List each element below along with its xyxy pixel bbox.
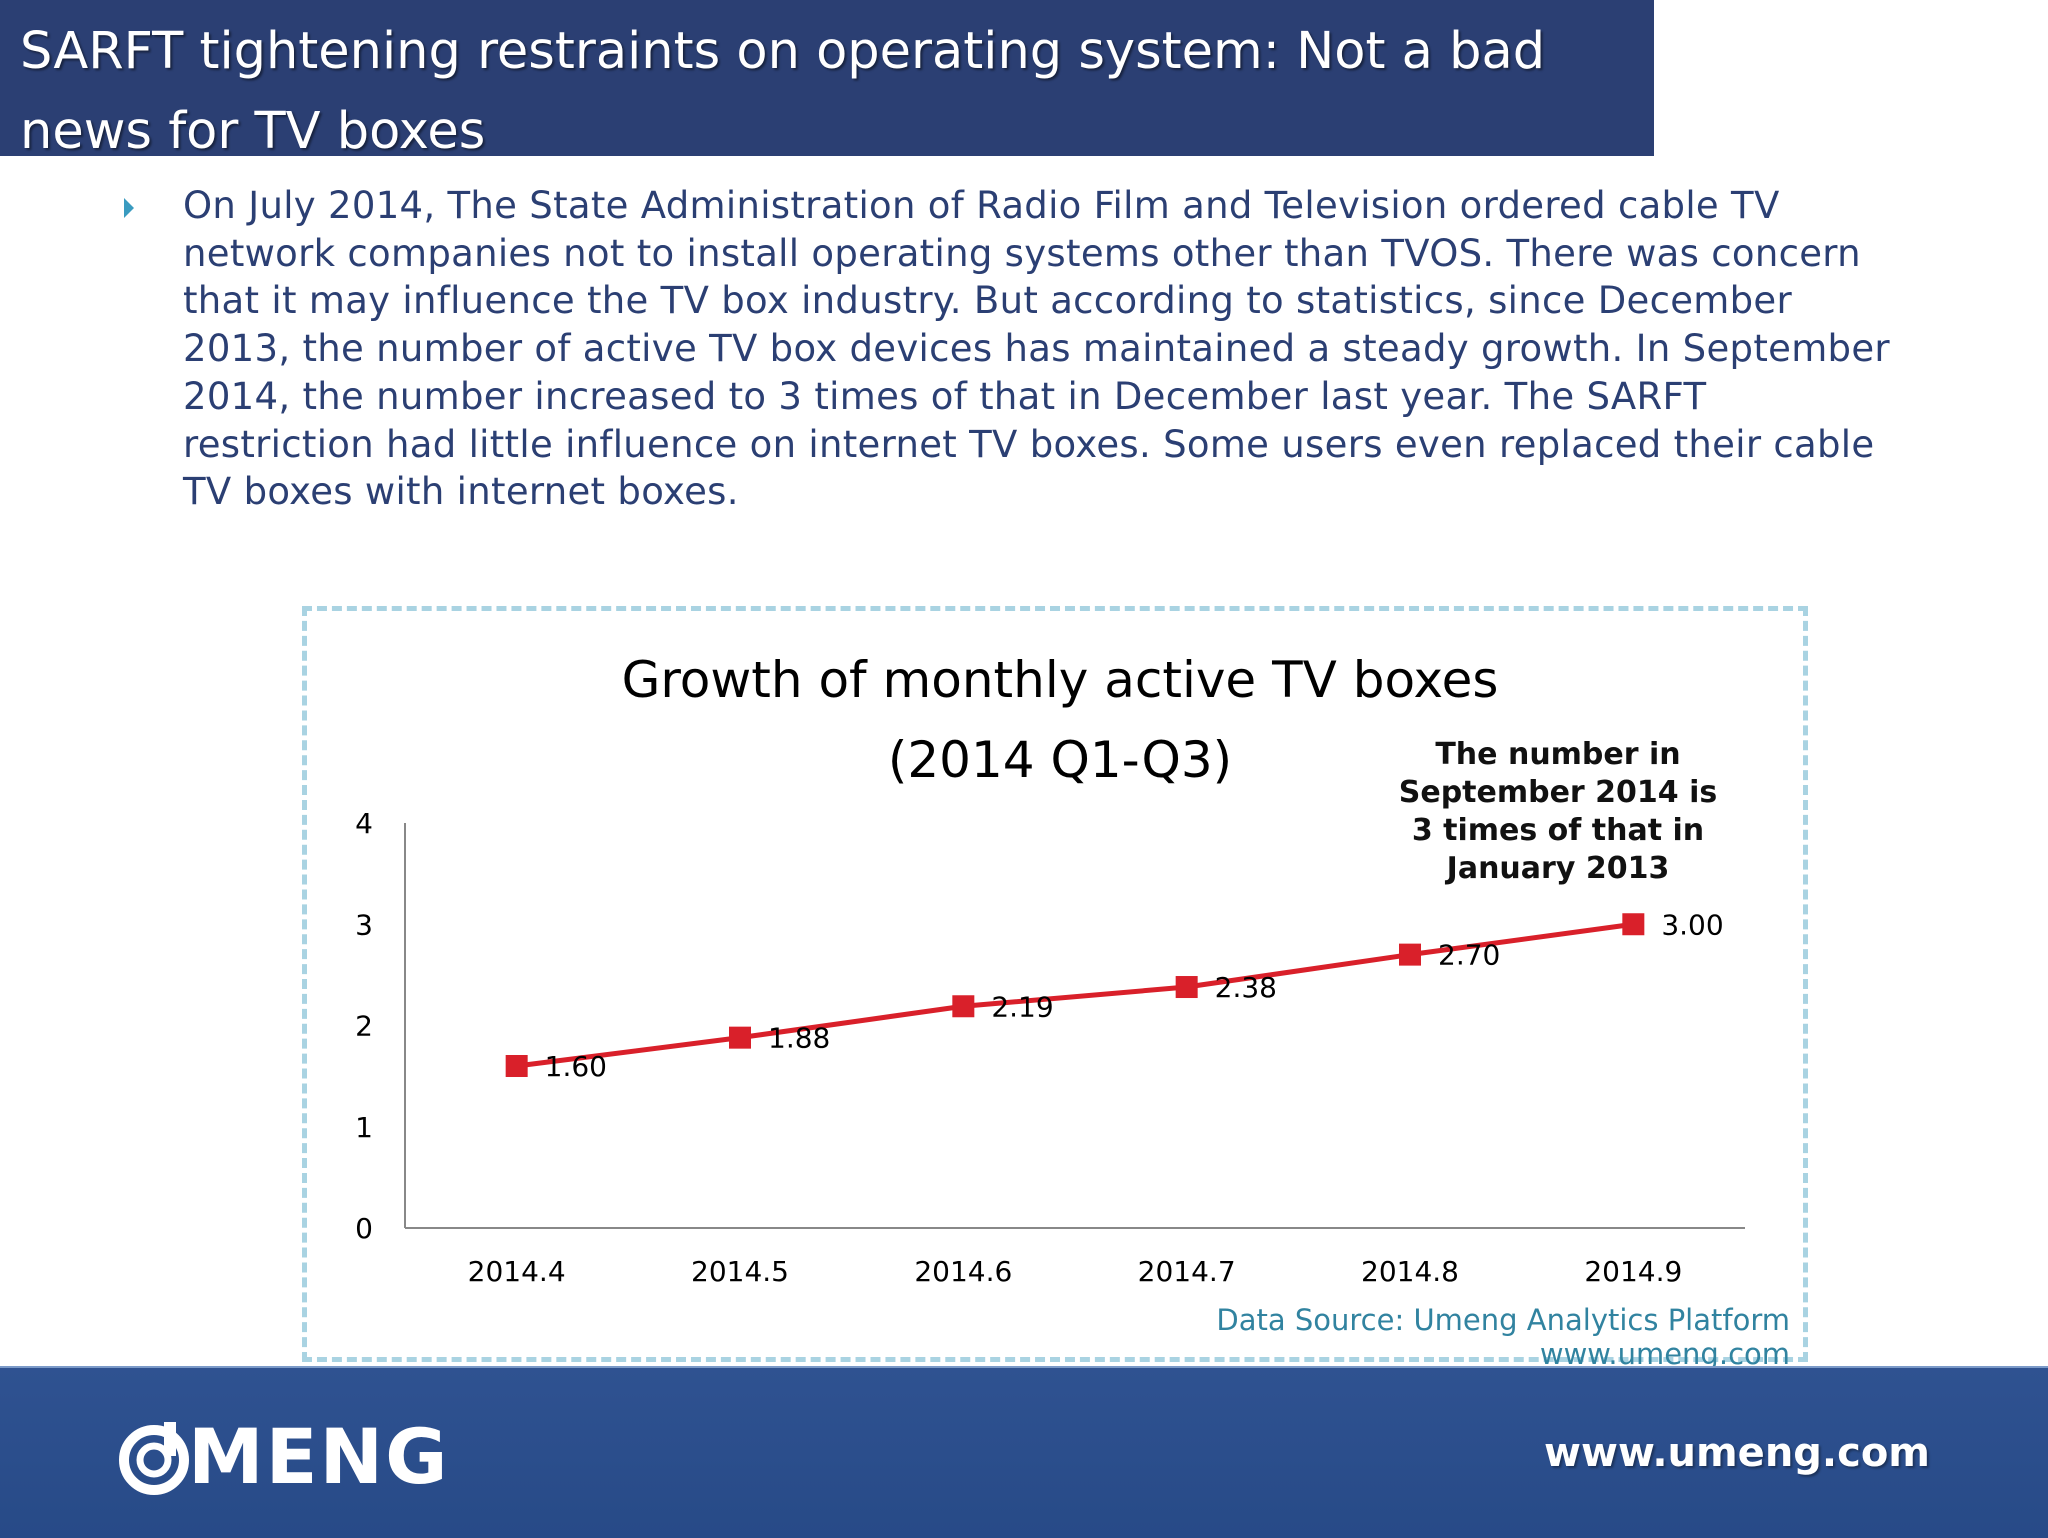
data-label: 2.19 [991, 990, 1053, 1023]
y-tick-label: 4 [355, 807, 373, 840]
data-point [1622, 913, 1645, 936]
slide-title: SARFT tightening restraints on operating… [20, 22, 1546, 161]
data-point [505, 1055, 528, 1077]
y-tick-label: 3 [355, 908, 373, 941]
y-tick-label: 0 [355, 1212, 373, 1245]
x-tick-label: 2014.8 [1361, 1255, 1459, 1288]
data-label: 1.60 [545, 1050, 607, 1083]
footer-bar [0, 1366, 2048, 1538]
data-label: 2.38 [1215, 971, 1277, 1004]
chart-title: Growth of monthly active TV boxes (2014 … [560, 640, 1560, 800]
data-point [1175, 976, 1198, 999]
logo-wordmark: MENG [188, 1412, 450, 1501]
chart-title-line-1: Growth of monthly active TV boxes [621, 651, 1499, 709]
x-tick-label: 2014.7 [1138, 1255, 1236, 1288]
y-tick-label: 2 [355, 1010, 373, 1043]
y-tick-label: 1 [355, 1111, 373, 1144]
data-point [1399, 943, 1421, 966]
x-tick-label: 2014.5 [691, 1255, 789, 1288]
umeng-logo: MENG [116, 1412, 448, 1501]
chart-frame [302, 606, 1808, 1362]
x-tick-label: 2014.9 [1584, 1255, 1682, 1288]
data-source: Data Source: Umeng Analytics Platform ww… [1216, 1303, 1790, 1371]
bullet-paragraph: On July 2014, The State Administration o… [183, 184, 1890, 514]
chart-annotation: The number in September 2014 is 3 times … [1398, 737, 1718, 886]
series-line [516, 921, 1634, 1069]
data-label: 3.00 [1661, 908, 1723, 941]
x-tick-label: 2014.4 [468, 1255, 566, 1288]
umeng-logo-icon [119, 1422, 189, 1495]
x-tick-label: 2014.6 [914, 1255, 1012, 1288]
bullet-triangle-icon [124, 198, 134, 218]
title-bar: SARFT tightening restraints on operating… [0, 0, 1654, 161]
footer-url: www.umeng.com [1544, 1430, 1930, 1476]
data-label: 2.70 [1438, 939, 1500, 972]
data-point [729, 1026, 751, 1049]
data-point [952, 995, 975, 1018]
data-label: 1.88 [768, 1022, 830, 1055]
chart-title-line-2: (2014 Q1-Q3) [887, 731, 1233, 789]
